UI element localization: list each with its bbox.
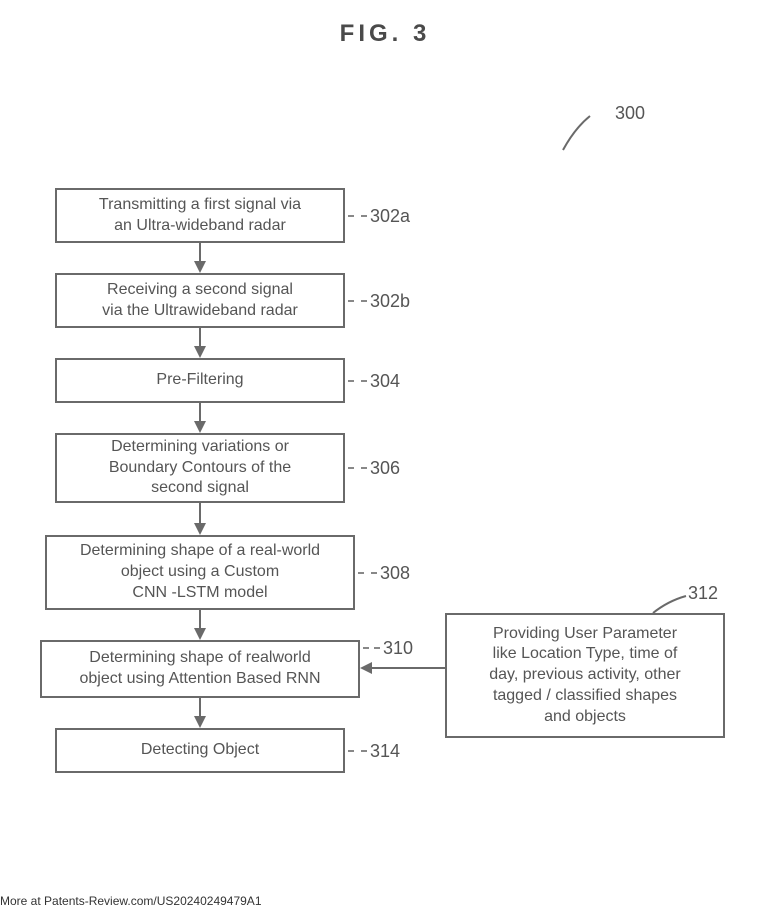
- arrow-head-5: [194, 716, 206, 728]
- flowchart-box-306: Determining variations or Boundary Conto…: [55, 433, 345, 503]
- arrow-line-4: [199, 610, 201, 630]
- ref-curve-300: [555, 108, 615, 158]
- ref-label-314: 314: [370, 741, 400, 762]
- arrow-head-horizontal: [360, 662, 372, 674]
- arrow-line-0: [199, 243, 201, 263]
- dash-connector-4: [358, 572, 377, 574]
- ref-label-302b: 302b: [370, 291, 410, 312]
- flowchart-box-304: Pre-Filtering: [55, 358, 345, 403]
- flowchart-box-302a: Transmitting a first signal via an Ultra…: [55, 188, 345, 243]
- flowchart-box-308: Determining shape of a real-world object…: [45, 535, 355, 610]
- dash-connector-0: [348, 215, 367, 217]
- ref-label-312: 312: [688, 583, 718, 604]
- figure-title: FIG. 3: [0, 20, 770, 48]
- ref-label-302a: 302a: [370, 206, 410, 227]
- ref-label-304: 304: [370, 371, 400, 392]
- dash-connector-2: [348, 380, 367, 382]
- dash-connector-5: [363, 647, 380, 649]
- arrow-head-0: [194, 261, 206, 273]
- arrow-head-2: [194, 421, 206, 433]
- arrow-line-5: [199, 698, 201, 718]
- dash-connector-1: [348, 300, 367, 302]
- ref-label-306: 306: [370, 458, 400, 479]
- footer-text: More at Patents-Review.com/US20240249479…: [0, 894, 262, 908]
- flowchart-diagram: 300 Transmitting a first signal via an U…: [0, 48, 770, 868]
- flowchart-box-310: Determining shape of realworld object us…: [40, 640, 360, 698]
- arrow-line-horizontal: [370, 667, 445, 669]
- dash-connector-6: [348, 750, 367, 752]
- arrow-head-1: [194, 346, 206, 358]
- arrow-line-2: [199, 403, 201, 423]
- ref-label-300: 300: [615, 103, 645, 124]
- flowchart-box-314: Detecting Object: [55, 728, 345, 773]
- flowchart-box-302b: Receiving a second signal via the Ultraw…: [55, 273, 345, 328]
- arrow-head-3: [194, 523, 206, 535]
- ref-label-310: 310: [383, 638, 413, 659]
- arrow-line-3: [199, 503, 201, 525]
- dash-connector-3: [348, 467, 367, 469]
- ref-label-308: 308: [380, 563, 410, 584]
- arrow-line-1: [199, 328, 201, 348]
- arrow-head-4: [194, 628, 206, 640]
- flowchart-box-312: Providing User Parameter like Location T…: [445, 613, 725, 738]
